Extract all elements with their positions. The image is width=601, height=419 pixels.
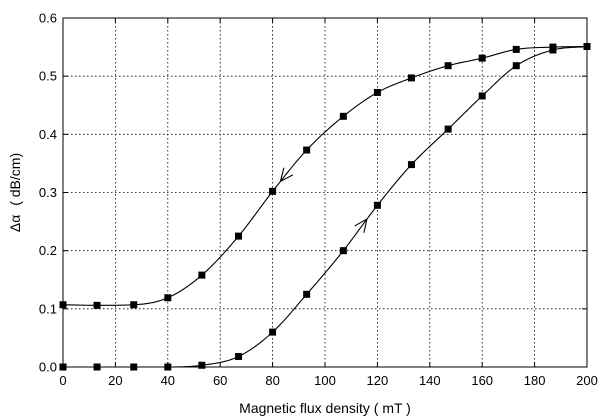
data-point-decreasing [164, 294, 172, 302]
data-point-increasing [235, 353, 243, 361]
data-point-increasing [478, 92, 486, 100]
y-tick-label: 0.2 [39, 243, 57, 258]
y-tick-label: 0.6 [39, 11, 57, 26]
y-axis-ticks: 0.0 0.1 0.2 0.3 0.4 0.5 0.6 [39, 11, 587, 375]
data-point-increasing [512, 62, 520, 70]
data-point-decreasing [339, 112, 347, 120]
data-point-decreasing [269, 187, 277, 195]
data-point-decreasing [407, 74, 415, 82]
x-tick-label: 0 [59, 373, 66, 388]
y-tick-label: 0.1 [39, 301, 57, 316]
x-tick-label: 180 [524, 373, 546, 388]
y-tick-label: 0.4 [39, 127, 57, 142]
direction-arrow-decreasing [279, 167, 294, 183]
y-tick-label: 0.5 [39, 69, 57, 84]
arrow-layer [279, 167, 368, 233]
x-tick-label: 160 [471, 373, 493, 388]
y-tick-label: 0.3 [39, 185, 57, 200]
data-point-decreasing [130, 301, 138, 309]
data-point-increasing [269, 328, 277, 336]
data-point-increasing [339, 247, 347, 255]
y-tick-label: 0.0 [39, 360, 57, 375]
x-tick-label: 120 [367, 373, 389, 388]
data-point-decreasing [373, 88, 381, 96]
data-point-increasing [303, 290, 311, 298]
data-point-decreasing [478, 54, 486, 62]
x-axis-title: Magnetic flux density ( mT ) [239, 400, 411, 416]
direction-arrow-increasing [354, 217, 368, 233]
data-point-increasing [198, 361, 206, 369]
x-tick-label: 80 [265, 373, 279, 388]
data-point-decreasing [444, 62, 452, 70]
series-decreasing-line [62, 45, 588, 306]
data-point-decreasing [303, 146, 311, 154]
y-axis-title-unit: ( dB/cm) [7, 153, 23, 206]
x-tick-label: 200 [576, 373, 598, 388]
x-tick-label: 100 [314, 373, 336, 388]
data-point-decreasing [93, 301, 101, 309]
x-tick-label: 140 [419, 373, 441, 388]
y-axis-title: Δα ( dB/cm) [7, 153, 23, 232]
x-axis-ticks: 0 20 40 60 80 100 120 140 160 180 200 [59, 18, 598, 388]
data-point-increasing [549, 46, 557, 54]
x-tick-label: 20 [108, 373, 122, 388]
data-point-decreasing [198, 271, 206, 279]
x-tick-label: 40 [161, 373, 175, 388]
data-point-decreasing [235, 232, 243, 240]
data-point-decreasing [512, 45, 520, 53]
data-point-increasing [373, 201, 381, 209]
x-tick-label: 60 [213, 373, 227, 388]
data-point-increasing [444, 125, 452, 133]
y-axis-title-symbol: Δα [7, 215, 23, 232]
data-point-increasing [407, 161, 415, 169]
grid-layer [63, 18, 587, 367]
